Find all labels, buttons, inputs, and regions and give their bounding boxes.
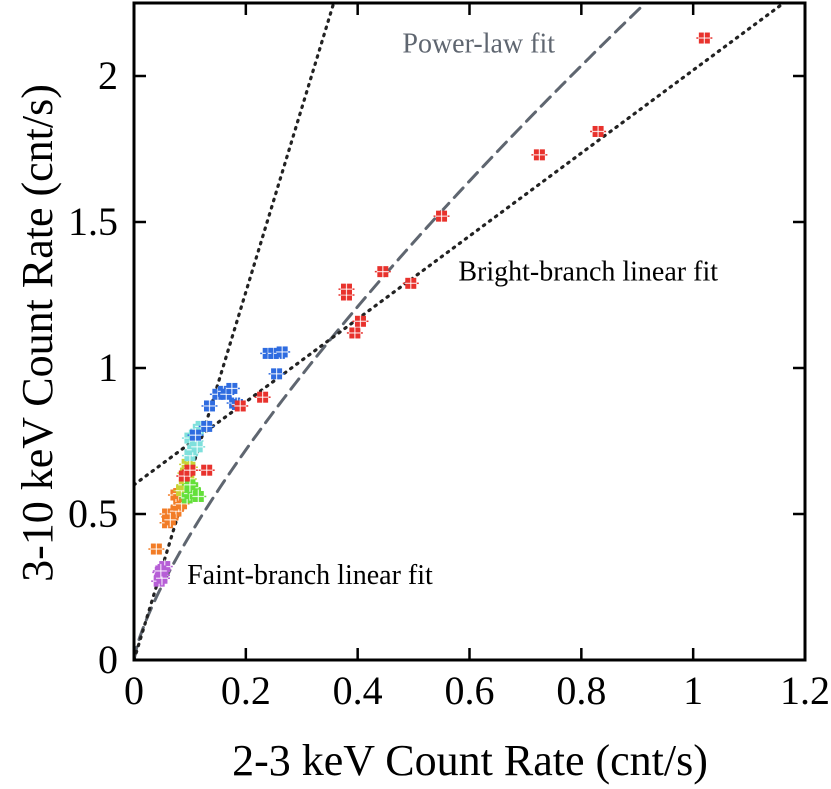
data-point-orange bbox=[148, 542, 165, 557]
fit-lines bbox=[134, 3, 787, 660]
x-tick-label: 1.2 bbox=[780, 668, 830, 713]
bright-branch-linear-fitlabel: Bright-branch linear fit bbox=[458, 256, 718, 287]
data-point-red bbox=[198, 463, 215, 478]
data-point-red bbox=[402, 276, 419, 291]
data-point-blue bbox=[223, 381, 240, 396]
y-tick-label: 1 bbox=[98, 345, 118, 390]
data-point-red bbox=[696, 31, 713, 46]
y-axis-label: 3-10 keV Count Rate (cnt/s) bbox=[13, 84, 62, 582]
data-point-cyan bbox=[189, 439, 206, 454]
x-tick-label: 0 bbox=[124, 668, 144, 713]
data-point-red bbox=[531, 147, 548, 162]
x-tick-label: 0.8 bbox=[556, 668, 606, 713]
power-law-fitlabel: Power-law fit bbox=[402, 29, 555, 60]
power-law-fitline bbox=[134, 3, 648, 660]
data-point-red bbox=[232, 398, 249, 413]
data-point-blue bbox=[268, 366, 285, 381]
y-tick-label: 2 bbox=[98, 53, 118, 98]
bright-branch-linear-fitline bbox=[134, 3, 787, 487]
data-point-blue bbox=[198, 419, 215, 434]
x-tick-label: 0.6 bbox=[445, 668, 495, 713]
data-point-red bbox=[352, 314, 369, 329]
data-points bbox=[148, 31, 713, 589]
data-point-green bbox=[181, 477, 198, 492]
data-point-red bbox=[346, 325, 363, 340]
data-point-red bbox=[338, 282, 355, 297]
data-point-green bbox=[190, 489, 207, 504]
y-tick-label: 0.5 bbox=[68, 491, 118, 536]
fit-annotations: Power-law fit Bright-branch linear fit Fai… bbox=[187, 29, 718, 591]
x-tick-label: 0.2 bbox=[221, 668, 271, 713]
data-point-red bbox=[433, 209, 450, 224]
data-point-blue bbox=[201, 398, 218, 413]
faint-branch-linear-fitline bbox=[134, 3, 336, 660]
data-point-red bbox=[254, 390, 271, 405]
data-point-blue bbox=[187, 428, 204, 443]
x-tick-label: 1 bbox=[683, 668, 703, 713]
data-point-blue bbox=[274, 344, 291, 359]
x-tick-label: 0.4 bbox=[333, 668, 383, 713]
y-tick-label: 0 bbox=[98, 637, 118, 682]
faint-branch-linear-fitlabel: Faint-branch linear fit bbox=[187, 560, 433, 591]
data-point-red bbox=[590, 124, 607, 139]
data-point-red bbox=[176, 469, 193, 484]
data-point-purple bbox=[152, 563, 169, 578]
axis-ticks: 0 0.2 0.4 0.6 0.8 1 1.2 0 0.5 1 1.5 2 bbox=[68, 3, 830, 713]
y-tick-label: 1.5 bbox=[68, 199, 118, 244]
data-point-red bbox=[181, 463, 198, 478]
data-point-red bbox=[374, 264, 391, 279]
data-point-orange bbox=[162, 512, 179, 527]
x-axis-label: 2-3 keV Count Rate (cnt/s) bbox=[232, 736, 708, 785]
